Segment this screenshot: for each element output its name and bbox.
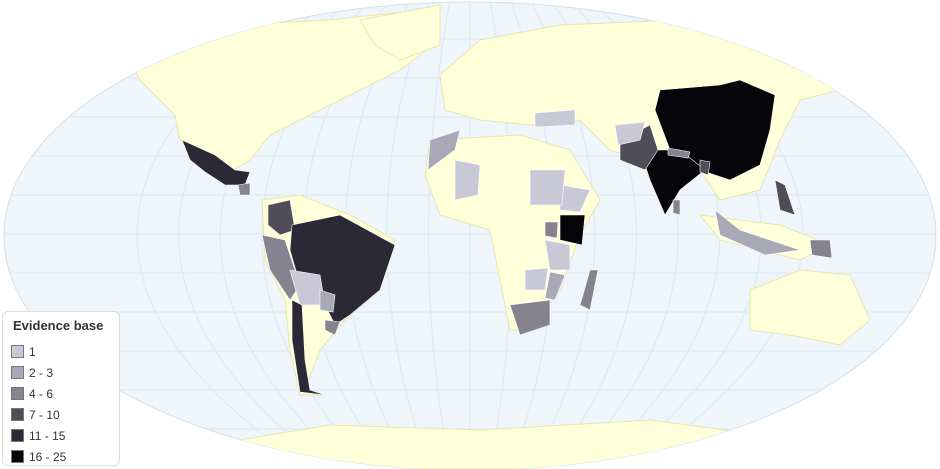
country-afghanistan[interactable]: Afghanistan bbox=[614, 121, 646, 146]
country-bangladesh[interactable]: Bangladesh bbox=[699, 159, 711, 176]
legend-item[interactable]: 16 - 25 bbox=[9, 446, 113, 467]
country-madagascar[interactable]: Madagascar bbox=[579, 269, 599, 311]
legend-item[interactable]: 1 bbox=[9, 341, 113, 362]
country-indonesia[interactable]: Indonesia bbox=[714, 209, 801, 256]
legend-swatch bbox=[11, 366, 24, 379]
legend-item[interactable]: 2 - 3 bbox=[9, 362, 113, 383]
country-tanzania[interactable]: Tanzania bbox=[544, 239, 571, 271]
country-sri-lanka[interactable]: Sri Lanka bbox=[672, 199, 681, 216]
country-turkey[interactable]: Turkey bbox=[534, 109, 576, 128]
country-brazil[interactable]: Brazil bbox=[289, 214, 396, 326]
legend-label: 1 bbox=[29, 344, 36, 359]
country-sudan[interactable]: Sudan bbox=[529, 169, 566, 206]
legend-swatch bbox=[11, 450, 24, 463]
landmass-greenland bbox=[359, 4, 441, 61]
legend-item[interactable]: 11 - 15 bbox=[9, 425, 113, 446]
country-south-africa[interactable]: South Africa bbox=[509, 299, 551, 336]
legend-label: 7 - 10 bbox=[29, 407, 60, 422]
country-peru[interactable]: Peru bbox=[261, 234, 301, 301]
legend-swatch bbox=[11, 408, 24, 421]
legend-label: 11 - 15 bbox=[29, 428, 66, 443]
legend-label: 2 - 3 bbox=[29, 365, 54, 380]
legend-swatch bbox=[11, 387, 24, 400]
legend: Evidence base 1 2 - 3 4 - 6 7 - 10 11 - 15 16… bbox=[2, 311, 120, 466]
country-uruguay[interactable]: Uruguay bbox=[324, 319, 341, 336]
country-mozambique[interactable]: Mozambique bbox=[544, 271, 566, 301]
landmass-north-america bbox=[119, 9, 441, 176]
country-morocco[interactable]: Morocco bbox=[427, 129, 461, 171]
country-mali[interactable]: Mali bbox=[454, 159, 481, 201]
landmass-australia bbox=[749, 269, 871, 346]
country-philippines[interactable]: Philippines bbox=[774, 179, 796, 216]
country-chile[interactable]: Chile bbox=[291, 299, 326, 396]
country-paraguay[interactable]: Paraguay bbox=[319, 289, 336, 313]
legend-swatch bbox=[11, 429, 24, 442]
country-colombia[interactable]: Colombia bbox=[267, 199, 296, 236]
legend-label: 4 - 6 bbox=[29, 386, 54, 401]
legend-item[interactable]: 7 - 10 bbox=[9, 404, 113, 425]
country-zambia[interactable]: Zambia bbox=[524, 267, 549, 291]
country-uganda[interactable]: Uganda bbox=[544, 221, 559, 239]
legend-swatch bbox=[11, 345, 24, 358]
country-nepal[interactable]: Nepal bbox=[667, 147, 691, 159]
legend-item[interactable]: 4 - 6 bbox=[9, 383, 113, 404]
legend-title: Evidence base bbox=[13, 318, 104, 333]
country-kenya[interactable]: Kenya bbox=[559, 214, 586, 246]
legend-label: 16 - 25 bbox=[29, 449, 67, 464]
country-guatemala[interactable]: Guatemala bbox=[237, 182, 251, 196]
country-papua-new-guinea[interactable]: Papua New Guinea bbox=[809, 239, 833, 259]
graticule-line bbox=[427, 2, 451, 469]
